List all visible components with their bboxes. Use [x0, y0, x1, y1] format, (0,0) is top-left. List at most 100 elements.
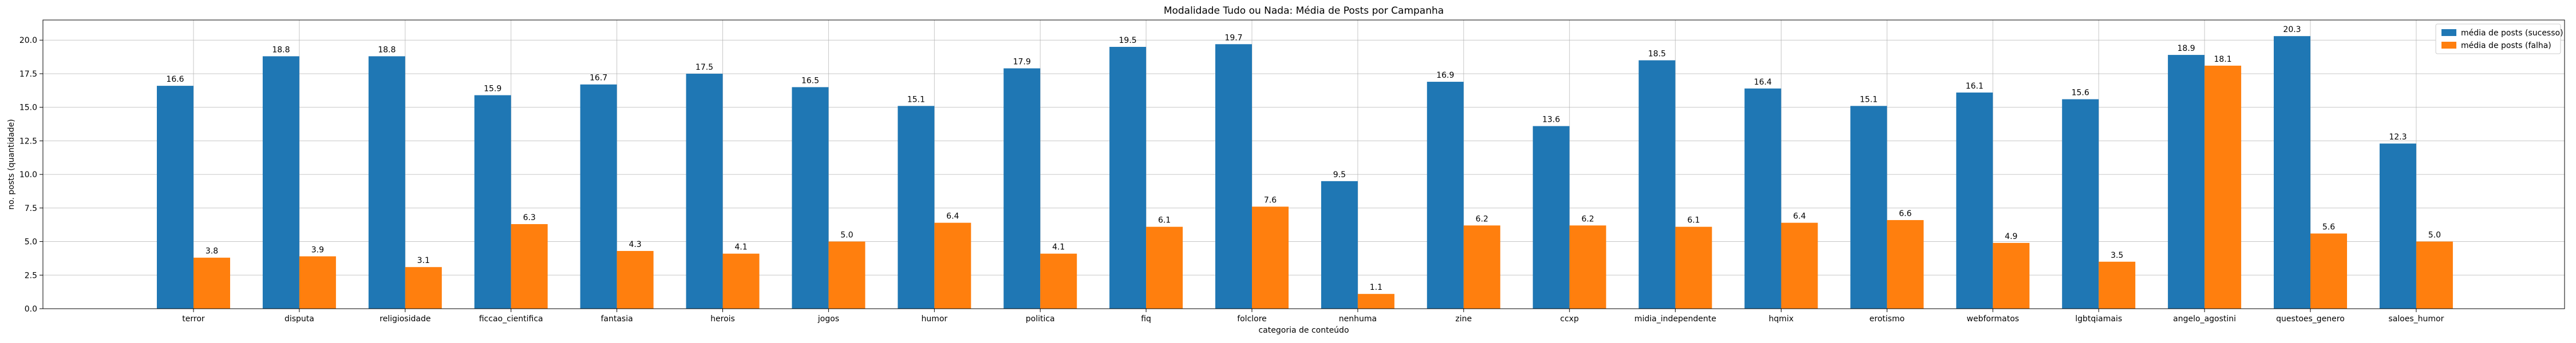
value-labels-layer: 16.6 3.8 18.8 3.9 18.8 3.1 15.9 6.3 16.7 4.3 17.5 4…: [166, 25, 2441, 292]
value-label-falha: 6.4: [1793, 212, 1805, 221]
bar-falha: [1252, 206, 1289, 309]
bar-sucesso: [792, 87, 829, 309]
value-label-falha: 3.9: [311, 245, 324, 254]
bar-falha: [1781, 222, 1818, 309]
x-tick-label: nenhuma: [1339, 314, 1377, 324]
y-tick-label: 10.0: [19, 170, 37, 180]
value-label-sucesso: 13.6: [1542, 115, 1560, 125]
value-label-falha: 5.0: [840, 231, 853, 240]
y-tick-label: 5.0: [25, 238, 37, 247]
bar-falha: [2099, 261, 2136, 309]
x-tick-label: webformatos: [1967, 314, 2020, 324]
x-tick-label: folclore: [1237, 314, 1267, 324]
value-label-falha: 6.1: [1158, 216, 1171, 225]
value-label-falha: 5.0: [2428, 231, 2441, 240]
x-tick-label: midia_independente: [1634, 314, 1716, 324]
bar-falha: [828, 241, 866, 309]
value-label-falha: 3.5: [2111, 251, 2123, 260]
value-label-sucesso: 19.7: [1224, 33, 1242, 42]
bar-sucesso: [2062, 99, 2099, 309]
bar-sucesso: [1109, 46, 1147, 309]
bar-falha: [1463, 225, 1500, 309]
bar-falha: [1040, 253, 1077, 309]
value-label-sucesso: 19.5: [1119, 36, 1137, 45]
y-tick-label: 17.5: [19, 70, 37, 79]
bar-sucesso: [686, 73, 723, 309]
x-tick-label: ccxp: [1560, 314, 1579, 324]
x-tick-label: zine: [1455, 314, 1472, 324]
bar-falha: [405, 267, 442, 309]
value-label-sucesso: 18.8: [378, 45, 396, 54]
bar-sucesso: [474, 95, 511, 309]
value-label-sucesso: 20.3: [2283, 25, 2301, 34]
bar-sucesso: [1321, 181, 1358, 309]
bar-sucesso: [2168, 55, 2205, 309]
x-tick-label: religiosidade: [380, 314, 430, 324]
bar-sucesso: [368, 56, 405, 309]
value-label-falha: 4.1: [734, 243, 747, 252]
chart-title: Modalidade Tudo ou Nada: Média de Posts …: [1164, 5, 1444, 17]
value-label-falha: 7.6: [1264, 196, 1277, 205]
bar-falha: [1146, 226, 1183, 309]
value-label-sucesso: 16.4: [1754, 78, 1772, 87]
bar-falha: [722, 253, 760, 309]
value-label-falha: 6.1: [1687, 216, 1700, 225]
bar-falha: [511, 224, 548, 309]
value-label-falha: 18.1: [2214, 55, 2232, 64]
value-label-falha: 6.2: [1582, 214, 1594, 224]
bar-falha: [2204, 65, 2242, 309]
value-label-sucesso: 16.5: [801, 76, 819, 85]
value-label-sucesso: 9.5: [1333, 170, 1346, 180]
value-label-falha: 6.2: [1476, 214, 1488, 224]
value-label-sucesso: 16.7: [590, 74, 607, 83]
bar-sucesso: [1956, 92, 1993, 309]
value-label-sucesso: 18.5: [1648, 49, 1666, 58]
value-label-falha: 5.6: [2322, 222, 2335, 232]
value-label-falha: 4.1: [1052, 243, 1065, 252]
y-tick-label: 15.0: [19, 103, 37, 113]
bar-sucesso: [1003, 68, 1041, 309]
y-tick-label: 20.0: [19, 36, 37, 45]
x-tick-label: politica: [1026, 314, 1055, 324]
bar-sucesso: [898, 106, 935, 309]
value-label-sucesso: 16.1: [1966, 82, 1984, 91]
value-label-sucesso: 15.1: [1860, 95, 1878, 104]
bar-sucesso: [262, 56, 299, 309]
bar-sucesso: [580, 84, 617, 309]
bar-sucesso: [157, 86, 193, 309]
x-tick-label: ficcao_cientifica: [479, 314, 543, 324]
x-tick-label: angelo_agostini: [2173, 314, 2236, 324]
y-tick-label: 7.5: [25, 204, 37, 213]
y-axis-label: no. posts (quantidade): [7, 119, 16, 210]
value-label-sucesso: 18.8: [272, 45, 290, 54]
x-tick-label: terror: [182, 314, 205, 324]
x-tick-label: disputa: [285, 314, 314, 324]
bar-falha: [299, 256, 336, 309]
bar-sucesso: [1427, 82, 1464, 309]
y-tick-label: 2.5: [25, 271, 37, 280]
x-tick-label: fantasia: [600, 314, 633, 324]
value-label-falha: 6.4: [946, 212, 959, 221]
bars-layer: [157, 36, 2453, 309]
bar-sucesso: [1850, 106, 1887, 309]
x-tick-label: humor: [921, 314, 947, 324]
legend-label-falha: média de posts (falha): [2461, 41, 2551, 50]
x-tick-label: hqmix: [1769, 314, 1794, 324]
x-tick-label: erotismo: [1870, 314, 1905, 324]
bar-falha: [2416, 241, 2453, 309]
value-label-sucesso: 15.1: [907, 95, 925, 104]
x-tick-label: jogos: [817, 314, 839, 324]
value-label-sucesso: 18.9: [2178, 44, 2195, 53]
ticks-layer: 0.0 2.5 5.0 7.5 10.0 12.5 15.0 17.5 20.0 terror di…: [19, 36, 2444, 324]
bar-falha: [1993, 242, 2030, 309]
bar-falha: [617, 251, 654, 309]
value-label-sucesso: 16.6: [166, 75, 184, 84]
value-label-falha: 1.1: [1370, 283, 1382, 292]
legend-label-sucesso: média de posts (sucesso): [2461, 29, 2563, 38]
bar-falha: [193, 257, 230, 309]
value-label-falha: 4.3: [629, 240, 641, 249]
bar-falha: [1887, 220, 1924, 309]
bar-sucesso: [1638, 60, 1676, 309]
value-label-sucesso: 17.9: [1013, 58, 1031, 67]
